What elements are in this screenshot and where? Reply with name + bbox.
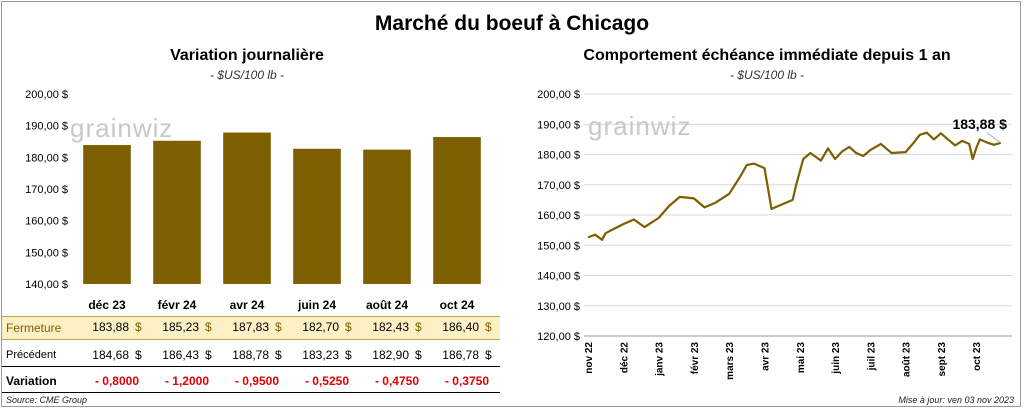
bar	[83, 145, 131, 284]
table-cell-unit: $	[205, 348, 212, 362]
y-tick-label: 190,00 $	[537, 119, 580, 131]
x-tick-label: juin 24	[297, 298, 336, 312]
x-tick-label: mai 23	[796, 342, 807, 374]
table-cell: 186,40	[442, 320, 479, 334]
table-cell: 182,90	[372, 348, 409, 362]
bar	[293, 148, 341, 284]
table-cell: - 0,3750	[444, 374, 489, 388]
table-cell: - 0,4750	[374, 374, 419, 388]
y-tick-label: 170,00 $	[25, 184, 68, 196]
x-tick-label: juin 23	[831, 342, 842, 375]
x-tick-label: févr 23	[690, 342, 701, 375]
x-tick-label: oct 24	[440, 298, 475, 312]
table-cell-unit: $	[135, 320, 142, 334]
bar	[363, 149, 411, 284]
right-panel-title: Comportement échéance immédiate depuis 1…	[583, 47, 951, 64]
y-tick-label: 140,00 $	[25, 279, 68, 291]
last-value-label: 183,88 $	[952, 116, 1007, 132]
table-cell: 188,78	[232, 348, 269, 362]
y-tick-label: 140,00 $	[537, 271, 580, 283]
bar	[153, 140, 201, 284]
right-panel-subtitle: - $US/100 lb -	[729, 68, 805, 82]
row-label-close: Fermeture	[6, 321, 62, 335]
bar	[433, 137, 481, 284]
x-tick-label: août 23	[902, 342, 913, 377]
table-cell: 182,43	[372, 320, 409, 334]
y-tick-label: 120,00 $	[537, 331, 580, 343]
y-tick-label: 180,00 $	[25, 152, 68, 164]
x-tick-label: juil 23	[866, 342, 877, 372]
table-cell-unit: $	[275, 348, 282, 362]
y-tick-label: 190,00 $	[25, 121, 68, 133]
table-cell: 187,83	[232, 320, 269, 334]
x-tick-label: sept 23	[937, 342, 948, 377]
x-tick-label: août 24	[366, 298, 408, 312]
x-tick-label: déc 23	[88, 298, 126, 312]
series-line	[587, 131, 1002, 241]
y-tick-label: 160,00 $	[537, 210, 580, 222]
y-tick-label: 150,00 $	[537, 240, 580, 252]
table-cell: 186,43	[162, 348, 199, 362]
table-cell-unit: $	[485, 348, 492, 362]
table-cell: - 0,8000	[94, 374, 139, 388]
y-tick-label: 160,00 $	[25, 216, 68, 228]
main-title: Marché du boeuf à Chicago	[374, 12, 650, 35]
row-label-previous: Précédent	[6, 349, 57, 361]
y-tick-label: 200,00 $	[25, 89, 68, 101]
left-panel-subtitle: - $US/100 lb -	[209, 68, 285, 82]
table-cell-unit: $	[205, 320, 212, 334]
x-tick-label: nov 22	[584, 342, 595, 374]
left-panel-title: Variation journalière	[170, 47, 324, 64]
table-cell-unit: $	[345, 348, 352, 362]
table-cell-unit: $	[415, 320, 422, 334]
x-tick-label: janv 23	[655, 342, 666, 377]
source-note: Source: CME Group	[6, 395, 88, 405]
table-cell-unit: $	[345, 320, 352, 334]
x-tick-label: déc 22	[619, 342, 630, 374]
x-tick-label: avr 23	[760, 342, 771, 371]
y-tick-label: 180,00 $	[537, 150, 580, 162]
y-tick-label: 150,00 $	[25, 247, 68, 259]
table-cell: - 1,2000	[164, 374, 209, 388]
table-cell-unit: $	[275, 320, 282, 334]
x-tick-label: févr 24	[158, 298, 197, 312]
update-note: Mise à jour: ven 03 nov 2023	[898, 395, 1014, 405]
table-cell: 184,68	[92, 348, 129, 362]
table-row-change: Variation	[2, 370, 500, 393]
x-tick-label: avr 24	[230, 298, 265, 312]
row-label-change: Variation	[6, 374, 57, 388]
table-cell: 182,70	[302, 320, 339, 334]
table-cell-unit: $	[415, 348, 422, 362]
table-cell-unit: $	[485, 320, 492, 334]
table-cell: - 0,9500	[234, 374, 279, 388]
x-tick-label: oct 23	[972, 342, 983, 371]
table-cell: 185,23	[162, 320, 199, 334]
last-value-leader	[986, 132, 1002, 144]
table-cell: 183,23	[302, 348, 339, 362]
bar-chart: grainwiz 140,00 $ 150,00 $ 160,00 $ 170,00 $…	[25, 89, 481, 312]
x-tick-label: mars 23	[725, 342, 736, 380]
y-tick-label: 170,00 $	[537, 180, 580, 192]
watermark-logo: grainwiz	[70, 113, 173, 143]
watermark-logo: grainwiz	[588, 111, 691, 141]
y-tick-label: 200,00 $	[537, 89, 580, 101]
table-row-previous: Précédent	[2, 344, 500, 367]
table-cell-unit: $	[135, 348, 142, 362]
bar	[223, 132, 271, 284]
table-cell: - 0,5250	[304, 374, 349, 388]
y-tick-label: 130,00 $	[537, 301, 580, 313]
table-row-close: Fermeture	[2, 316, 500, 340]
table-cell: 183,88	[92, 320, 129, 334]
table-cell: 186,78	[442, 348, 479, 362]
line-chart: 120,00 $ 130,00 $ 140,00 $ 150,00 $ 160,00 $…	[537, 89, 1012, 380]
